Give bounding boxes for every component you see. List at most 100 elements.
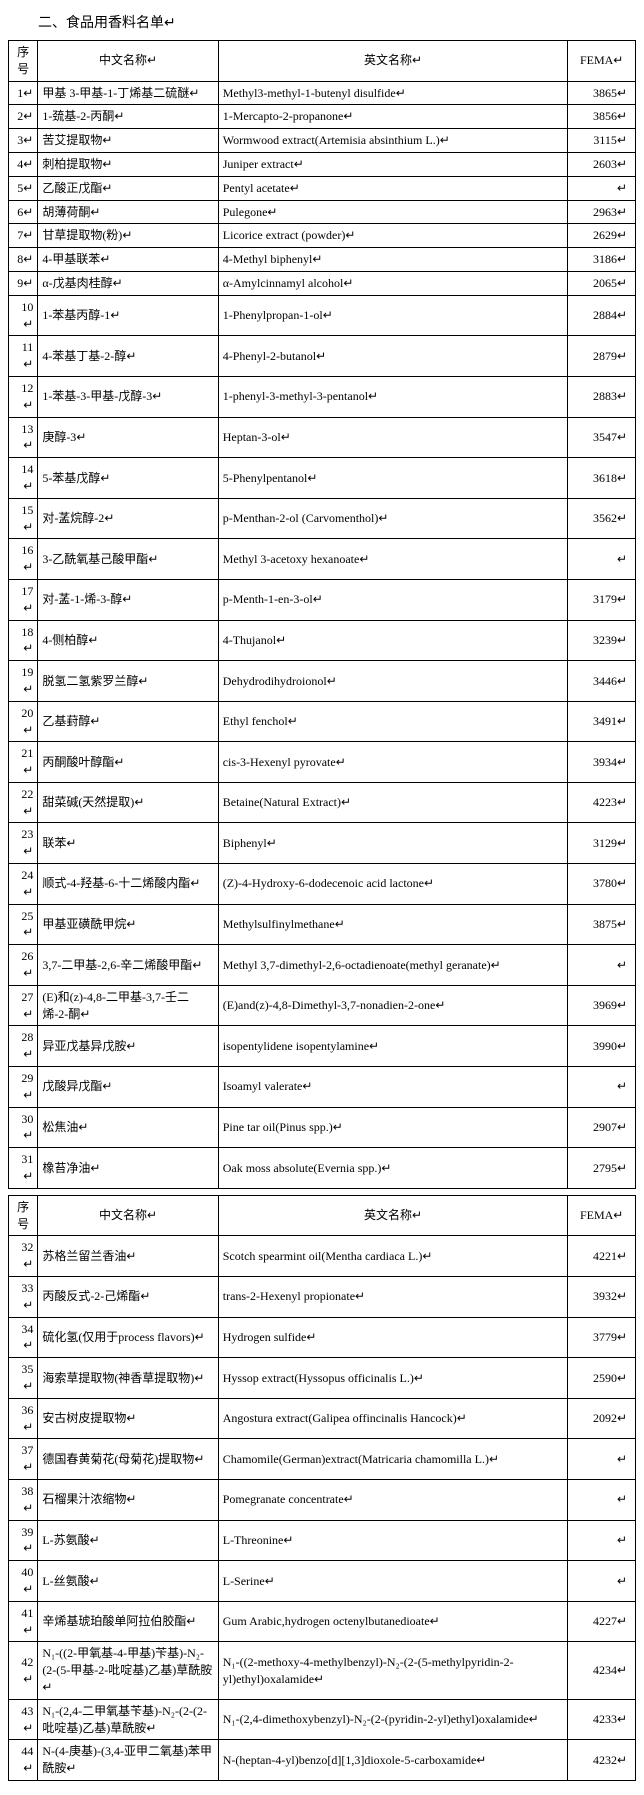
table-row: 17↵对-䓝-1-烯-3-醇↵p-Menth-1-en-3-ol↵3179↵ [9,579,636,620]
cell-en: 4-Methyl biphenyl↵ [218,248,568,272]
cell-cn: L-丝氨酸↵ [38,1561,218,1602]
cell-fema: 3779↵ [568,1317,636,1358]
cell-seq: 43↵ [9,1699,38,1740]
cell-seq: 34↵ [9,1317,38,1358]
cell-cn: 脱氢二氢紫罗兰醇↵ [38,661,218,702]
cell-en: (Z)-4-Hydroxy-6-dodecenoic acid lactone↵ [218,864,568,905]
cell-seq: 24↵ [9,864,38,905]
cell-cn: 甲基亚磺酰甲烷↵ [38,904,218,945]
cell-seq: 11↵ [9,336,38,377]
cell-en: (E)and(z)-4,8-Dimethyl-3,7-nonadien-2-on… [218,985,568,1026]
cell-cn: 3-乙酰氧基己酸甲酯↵ [38,539,218,580]
table-row: 31↵橡苔净油↵Oak moss absolute(Evernia spp.)↵… [9,1148,636,1189]
table-row: 20↵乙基葑醇↵Ethyl fenchol↵3491↵ [9,701,636,742]
table-row: 4↵刺柏提取物↵Juniper extract↵2603↵ [9,152,636,176]
header-en: 英文名称↵ [218,41,568,82]
cell-seq: 17↵ [9,579,38,620]
cell-seq: 12↵ [9,376,38,417]
cell-en: Licorice extract (powder)↵ [218,224,568,248]
cell-en: N₁-((2-methoxy-4-methylbenzyl)-N₂-(2-(5-… [218,1642,568,1699]
table-row: 18↵4-侧柏醇↵4-Thujanol↵3239↵ [9,620,636,661]
cell-seq: 35↵ [9,1358,38,1399]
table-row: 35↵海索草提取物(神香草提取物)↵Hyssop extract(Hyssopu… [9,1358,636,1399]
cell-en: N-(heptan-4-yl)benzo[d][1,3]dioxole-5-ca… [218,1740,568,1781]
cell-fema: 3115↵ [568,129,636,153]
table-row: 36↵安古树皮提取物↵Angostura extract(Galipea off… [9,1398,636,1439]
cell-fema: 2603↵ [568,152,636,176]
table-row: 11↵4-苯基丁基-2-醇↵4-Phenyl-2-butanol↵2879↵ [9,336,636,377]
cell-cn: 对-䓝-1-烯-3-醇↵ [38,579,218,620]
table-row: 9↵α-戊基肉桂醇↵α-Amylcinnamyl alcohol↵2065↵ [9,271,636,295]
cell-en: trans-2-Hexenyl propionate↵ [218,1277,568,1318]
cell-en: Wormwood extract(Artemisia absinthium L.… [218,129,568,153]
cell-fema: 3934↵ [568,742,636,783]
cell-cn: 海索草提取物(神香草提取物)↵ [38,1358,218,1399]
cell-seq: 26↵ [9,945,38,986]
header-fema: FEMA↵ [568,1195,636,1236]
cell-fema: 4232↵ [568,1740,636,1781]
cell-cn: 1-巯基-2-丙酮↵ [38,105,218,129]
cell-seq: 27↵ [9,985,38,1026]
cell-cn: 甜菜碱(天然提取)↵ [38,782,218,823]
cell-en: Chamomile(German)extract(Matricaria cham… [218,1439,568,1480]
table-row: 7↵甘草提取物(粉)↵Licorice extract (powder)↵262… [9,224,636,248]
cell-en: α-Amylcinnamyl alcohol↵ [218,271,568,295]
cell-en: L-Serine↵ [218,1561,568,1602]
cell-fema: 3446↵ [568,661,636,702]
cell-cn: 异亚戊基异戊胺↵ [38,1026,218,1067]
cell-cn: (E)和(z)-4,8-二甲基-3,7-壬二烯-2-酮↵ [38,985,218,1026]
header-en: 英文名称↵ [218,1195,568,1236]
cell-seq: 14↵ [9,458,38,499]
cell-cn: 丙酮酸叶醇酯↵ [38,742,218,783]
cell-fema: ↵ [568,1561,636,1602]
cell-cn: 5-苯基戊醇↵ [38,458,218,499]
cell-seq: 16↵ [9,539,38,580]
table-row: 21↵丙酮酸叶醇酯↵cis-3-Hexenyl pyrovate↵3934↵ [9,742,636,783]
cell-seq: 3↵ [9,129,38,153]
table-row: 16↵3-乙酰氧基己酸甲酯↵Methyl 3-acetoxy hexanoate… [9,539,636,580]
cell-fema: ↵ [568,1067,636,1108]
cell-cn: 1-苯基丙醇-1↵ [38,295,218,336]
cell-cn: 橡苔净油↵ [38,1148,218,1189]
table-row: 43↵N₁-(2,4-二甲氧基苄基)-N₂-(2-(2-吡啶基)乙基)草酰胺↵N… [9,1699,636,1740]
cell-en: Ethyl fenchol↵ [218,701,568,742]
table-row: 38↵石榴果汁浓缩物↵Pomegranate concentrate↵↵ [9,1479,636,1520]
cell-fema: 3780↵ [568,864,636,905]
table-row: 25↵甲基亚磺酰甲烷↵Methylsulfinylmethane↵3875↵ [9,904,636,945]
cell-en: Hyssop extract(Hyssopus officinalis L.)↵ [218,1358,568,1399]
table-row: 24↵顺式-4-羟基-6-十二烯酸内酯↵(Z)-4-Hydroxy-6-dode… [9,864,636,905]
cell-fema: 4223↵ [568,782,636,823]
cell-seq: 18↵ [9,620,38,661]
cell-cn: 1-苯基-3-甲基-戊醇-3↵ [38,376,218,417]
cell-seq: 42↵ [9,1642,38,1699]
cell-fema: ↵ [568,176,636,200]
cell-fema: ↵ [568,1439,636,1480]
table-row: 1↵甲基 3-甲基-1-丁烯基二硫醚↵Methyl3-methyl-1-bute… [9,81,636,105]
cell-seq: 38↵ [9,1479,38,1520]
table-row: 22↵甜菜碱(天然提取)↵Betaine(Natural Extract)↵42… [9,782,636,823]
cell-seq: 32↵ [9,1236,38,1277]
cell-fema: 3932↵ [568,1277,636,1318]
table-row: 14↵5-苯基戊醇↵5-Phenylpentanol↵3618↵ [9,458,636,499]
table-row: 15↵对-䓝烷醇-2↵p-Menthan-2-ol (Carvomenthol)… [9,498,636,539]
cell-fema: 3562↵ [568,498,636,539]
cell-cn: 甘草提取物(粉)↵ [38,224,218,248]
cell-cn: 硫化氢(仅用于process flavors)↵ [38,1317,218,1358]
cell-en: Pulegone↵ [218,200,568,224]
cell-fema: 2629↵ [568,224,636,248]
table-header-row: 序号 中文名称↵ 英文名称↵ FEMA↵ [9,1195,636,1236]
cell-fema: 2590↵ [568,1358,636,1399]
cell-fema: 3875↵ [568,904,636,945]
cell-en: Oak moss absolute(Evernia spp.)↵ [218,1148,568,1189]
cell-fema: 3491↵ [568,701,636,742]
para-mark: ↵ [164,16,176,31]
cell-en: 4-Thujanol↵ [218,620,568,661]
table-row: 40↵L-丝氨酸↵L-Serine↵↵ [9,1561,636,1602]
cell-cn: 辛烯基琥珀酸单阿拉伯胶酯↵ [38,1601,218,1642]
cell-cn: 松焦油↵ [38,1107,218,1148]
cell-cn: 对-䓝烷醇-2↵ [38,498,218,539]
cell-fema: 3547↵ [568,417,636,458]
cell-seq: 5↵ [9,176,38,200]
cell-en: 4-Phenyl-2-butanol↵ [218,336,568,377]
table-row: 23↵联苯↵Biphenyl↵3129↵ [9,823,636,864]
